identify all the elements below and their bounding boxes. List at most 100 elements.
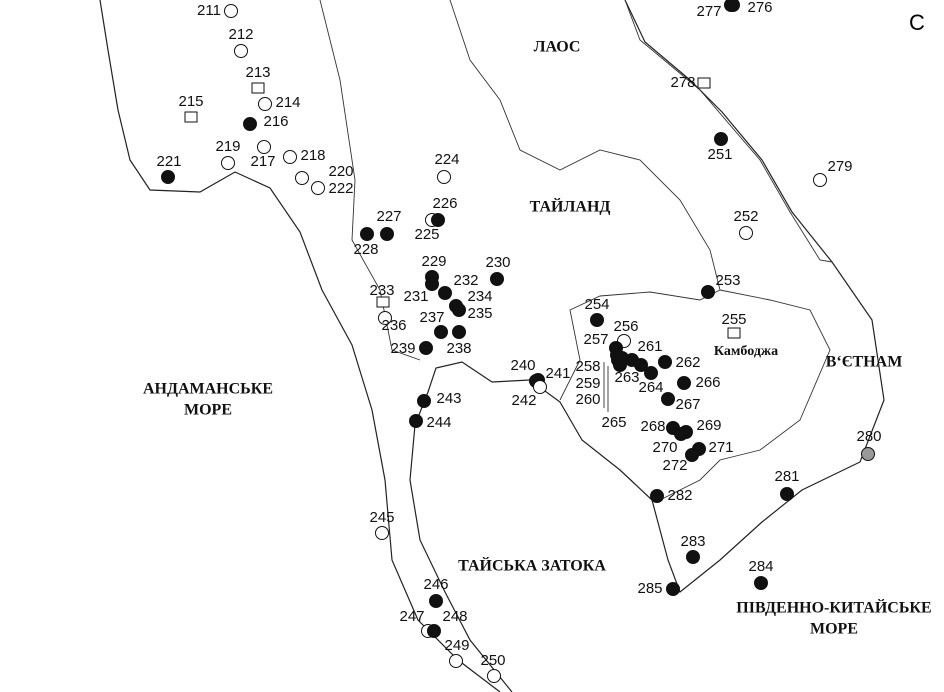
border bbox=[449, 0, 721, 401]
site-marker bbox=[224, 4, 238, 18]
site-label: 278 bbox=[670, 74, 695, 91]
site-label: 262 bbox=[675, 354, 700, 371]
site-label: 237 bbox=[419, 309, 444, 326]
site-label: 221 bbox=[156, 153, 181, 170]
site-label: 222 bbox=[328, 180, 353, 197]
site-label: 216 bbox=[263, 113, 288, 130]
site-label: 236 bbox=[381, 317, 406, 334]
site-marker bbox=[427, 624, 441, 638]
site-label: 230 bbox=[485, 254, 510, 271]
site-label: 281 bbox=[774, 468, 799, 485]
region-label: МОРЕ bbox=[184, 402, 232, 419]
site-label: 235 bbox=[467, 305, 492, 322]
site-marker bbox=[686, 550, 700, 564]
site-label: 257 bbox=[583, 331, 608, 348]
site-marker bbox=[490, 272, 504, 286]
site-label: 277 bbox=[696, 3, 721, 20]
coastline bbox=[99, 0, 501, 692]
site-label: 214 bbox=[275, 94, 300, 111]
site-marker bbox=[666, 582, 680, 596]
site-label: 266 bbox=[695, 374, 720, 391]
site-label: 282 bbox=[667, 487, 692, 504]
site-marker bbox=[295, 171, 309, 185]
site-label: 225 bbox=[414, 226, 439, 243]
site-marker bbox=[221, 156, 235, 170]
border bbox=[319, 0, 421, 361]
site-label: 261 bbox=[637, 338, 662, 355]
site-marker bbox=[487, 669, 501, 683]
site-marker bbox=[658, 355, 672, 369]
region-label: ЛАОС bbox=[534, 39, 581, 56]
region-label: АНДАМАНСЬКЕ bbox=[143, 381, 273, 398]
site-label: 249 bbox=[444, 637, 469, 654]
border bbox=[659, 289, 831, 501]
site-label: 248 bbox=[442, 608, 467, 625]
site-marker bbox=[685, 448, 699, 462]
site-label: 227 bbox=[376, 208, 401, 225]
site-marker bbox=[311, 181, 325, 195]
site-marker bbox=[697, 77, 711, 89]
site-label: 253 bbox=[715, 272, 740, 289]
site-label: 234 bbox=[467, 288, 492, 305]
site-marker bbox=[650, 489, 664, 503]
site-label: 283 bbox=[680, 533, 705, 550]
site-label: 247 bbox=[399, 608, 424, 625]
site-marker bbox=[449, 654, 463, 668]
site-marker bbox=[376, 296, 390, 308]
site-marker bbox=[533, 380, 547, 394]
site-label: 238 bbox=[446, 340, 471, 357]
site-label: 265 bbox=[601, 414, 626, 431]
site-marker bbox=[409, 414, 423, 428]
site-label: 254 bbox=[584, 296, 609, 313]
site-marker bbox=[813, 173, 827, 187]
site-marker bbox=[438, 286, 452, 300]
site-label: 224 bbox=[434, 151, 459, 168]
site-label: 255 bbox=[721, 311, 746, 328]
site-marker bbox=[727, 327, 741, 339]
site-label: 220 bbox=[328, 163, 353, 180]
site-marker bbox=[283, 150, 297, 164]
site-label: 232 bbox=[453, 272, 478, 289]
site-label: 256 bbox=[613, 318, 638, 335]
site-label: 233 bbox=[369, 282, 394, 299]
site-label: 229 bbox=[421, 253, 446, 270]
region-label: ТАЙЛАНД bbox=[530, 197, 611, 216]
region-label: ПІВДЕННО-КИТАЙСЬКЕ bbox=[736, 598, 931, 617]
panel-letter: C bbox=[909, 10, 925, 35]
site-label: 263 bbox=[614, 369, 639, 386]
site-marker bbox=[429, 594, 443, 608]
site-label: 280 bbox=[856, 428, 881, 445]
site-marker bbox=[251, 82, 265, 94]
site-label: 212 bbox=[228, 26, 253, 43]
site-label: 213 bbox=[245, 64, 270, 81]
site-label: 272 bbox=[662, 457, 687, 474]
site-label: 259 bbox=[575, 375, 600, 392]
site-marker bbox=[661, 392, 675, 406]
site-label: 267 bbox=[675, 396, 700, 413]
site-marker bbox=[431, 213, 445, 227]
site-label: 211 bbox=[197, 2, 221, 19]
site-marker bbox=[243, 117, 257, 131]
region-label: МОРЕ bbox=[810, 621, 858, 638]
site-label: 246 bbox=[423, 576, 448, 593]
site-marker bbox=[861, 447, 875, 461]
site-marker bbox=[590, 313, 604, 327]
region-label: Камбоджа bbox=[714, 344, 778, 359]
site-marker bbox=[380, 227, 394, 241]
site-marker bbox=[780, 487, 794, 501]
site-marker bbox=[258, 97, 272, 111]
site-label: 251 bbox=[707, 146, 732, 163]
site-marker bbox=[754, 576, 768, 590]
site-label: 270 bbox=[652, 439, 677, 456]
site-label: 243 bbox=[436, 390, 461, 407]
site-marker bbox=[452, 325, 466, 339]
site-marker bbox=[634, 358, 648, 372]
site-marker bbox=[161, 170, 175, 184]
site-marker bbox=[615, 351, 629, 365]
region-label: В‘ЄТНАМ bbox=[826, 354, 903, 371]
border bbox=[624, 0, 833, 263]
site-marker bbox=[417, 394, 431, 408]
site-label: 242 bbox=[511, 392, 536, 409]
site-label: 241 bbox=[545, 365, 570, 382]
